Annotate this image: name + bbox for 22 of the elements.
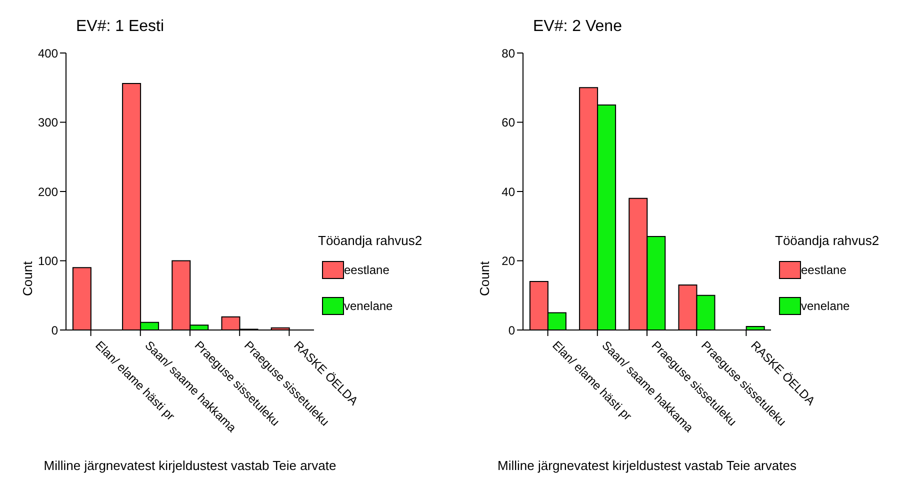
y-tick-label: 20	[502, 254, 516, 268]
y-tick-label: 100	[38, 254, 58, 268]
x-axis-title: Milline järgnevatest kirjeldustest vastab Teie arvate	[44, 458, 336, 473]
legend-label: eestlane	[344, 263, 390, 277]
y-tick-label: 0	[508, 323, 516, 338]
legend-title: Tööandja rahvus2	[318, 233, 424, 248]
chart-title: EV#: 1 Eesti	[76, 18, 164, 36]
y-tick-label: 400	[38, 46, 58, 60]
y-tick-label: 200	[38, 184, 58, 199]
y-axis-title: Count	[477, 260, 492, 296]
legend-title: Tööandja rahvus2	[775, 233, 880, 248]
y-tick-label: 80	[502, 46, 516, 60]
chart-title: EV#: 2 Vene	[533, 18, 622, 36]
y-tick-label: 300	[38, 116, 58, 130]
y-tick-label: 0	[51, 323, 58, 338]
legend-label: venelane	[801, 299, 850, 313]
x-axis-title: Milline järgnevatest kirjeldustest vastab Teie arvates	[498, 458, 797, 473]
y-tick-label: 60	[502, 116, 516, 130]
legend-label: eestlane	[801, 263, 846, 277]
y-tick-label: 40	[502, 184, 516, 199]
legend-label: venelane	[344, 299, 393, 313]
y-axis-title: Count	[20, 260, 35, 296]
